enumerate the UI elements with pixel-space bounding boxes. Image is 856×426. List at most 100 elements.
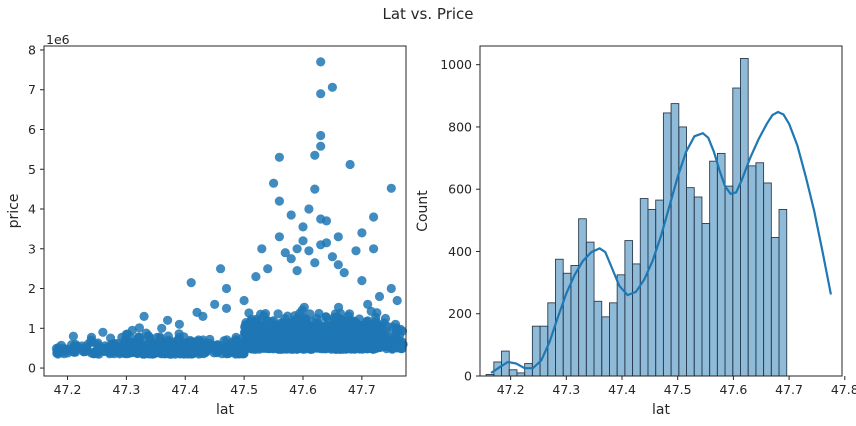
scatter-point	[68, 331, 78, 341]
x-tick-label: 47.2	[54, 382, 82, 397]
scatter-point	[310, 184, 320, 194]
scatter-point	[316, 130, 326, 141]
scatter-point	[390, 340, 400, 350]
scatter-point	[257, 244, 267, 254]
scatter-point	[339, 268, 349, 278]
scatter-point	[316, 57, 326, 67]
scatter-point	[221, 303, 232, 313]
scatter-point	[174, 319, 184, 329]
scatter-point	[316, 141, 326, 151]
scatter-point	[274, 152, 284, 162]
scatter-point	[297, 305, 307, 315]
scatter-points	[51, 57, 408, 359]
scatter-point	[89, 349, 99, 359]
histogram-bar	[763, 182, 772, 377]
histogram-bar	[547, 302, 556, 377]
scatter-point	[287, 337, 297, 348]
scatter-point	[375, 322, 385, 332]
histogram-bar	[655, 199, 664, 377]
scatter-point	[121, 329, 131, 339]
histogram-bar	[701, 222, 711, 377]
histogram-bar	[601, 316, 610, 377]
histogram-bar	[647, 208, 657, 377]
scatter-point	[321, 312, 331, 322]
scatter-point	[338, 315, 348, 326]
y-tick-label: 800	[448, 119, 472, 134]
scatter-point	[86, 335, 96, 345]
x-tick-label: 47.8	[831, 382, 856, 397]
scatter-point	[236, 341, 246, 351]
histogram-bar	[524, 363, 533, 377]
y-tick-label: 1	[28, 321, 36, 336]
histogram-bar	[686, 187, 695, 377]
scatter-point	[134, 323, 144, 333]
scatter-point	[210, 299, 220, 309]
histogram-y-axis-label: Count	[415, 190, 431, 232]
scatter-point	[333, 260, 343, 270]
scatter-point	[392, 295, 402, 306]
scatter-point	[333, 232, 343, 242]
kde-curve	[490, 110, 832, 374]
scatter-point	[186, 278, 196, 288]
histogram-bar	[770, 237, 780, 377]
scatter-point	[369, 212, 379, 222]
histogram-y-ticks: 0 200 400 600 800 1000	[440, 57, 480, 384]
scatter-point	[157, 323, 167, 333]
scatter-point	[274, 196, 284, 206]
y-tick-label: 3	[28, 241, 36, 256]
scatter-point	[98, 327, 108, 337]
scatter-point	[210, 342, 220, 353]
scatter-point	[56, 340, 66, 350]
scatter-point	[273, 309, 283, 319]
scatter-point	[321, 216, 332, 226]
scatter-point	[371, 312, 381, 322]
scatter-point	[124, 344, 134, 354]
scatter-point	[327, 252, 337, 262]
scatter-point	[391, 333, 401, 343]
histogram-bar	[578, 218, 587, 377]
scatter-point	[329, 320, 339, 330]
scatter-point	[292, 266, 302, 276]
scatter-point	[283, 311, 293, 321]
scatter-point	[363, 299, 373, 309]
scatter-point	[357, 228, 367, 238]
figure-title: Lat vs. Price	[382, 5, 473, 23]
histogram-bar	[747, 165, 757, 377]
histogram-bar	[609, 302, 618, 377]
scatter-point	[237, 333, 247, 343]
y-tick-label: 1000	[440, 57, 472, 72]
histogram-x-axis-label: lat	[652, 402, 670, 418]
scatter-offset-label: 1e6	[46, 32, 70, 47]
x-tick-label: 47.4	[171, 382, 199, 397]
scatter-x-axis-label: lat	[216, 402, 234, 418]
y-tick-label: 5	[28, 162, 36, 177]
histogram-axes: 47.2 47.3 47.4 47.5 47.6 47.7 47.8 0 200 400 600 8…	[415, 45, 856, 418]
histogram-bar	[585, 241, 595, 377]
scatter-point	[261, 343, 271, 353]
scatter-point	[386, 183, 396, 193]
y-tick-label: 2	[28, 281, 36, 296]
scatter-point	[99, 346, 110, 356]
histogram-frame	[479, 45, 843, 377]
scatter-point	[241, 318, 251, 328]
y-tick-label: 0	[464, 369, 472, 384]
scatter-point	[298, 236, 308, 246]
histogram-bar	[740, 58, 749, 377]
scatter-frame	[43, 45, 407, 377]
scatter-point	[357, 276, 367, 286]
scatter-point	[374, 291, 385, 302]
scatter-point	[137, 336, 147, 346]
x-tick-label: 47.5	[664, 382, 692, 397]
x-tick-label: 47.2	[497, 382, 525, 397]
histogram-x-ticks: 47.2 47.3 47.4 47.5 47.6 47.7 47.8	[497, 376, 856, 397]
scatter-point	[269, 178, 279, 188]
x-tick-label: 47.6	[289, 382, 317, 397]
x-tick-label: 47.3	[552, 382, 580, 397]
scatter-point	[274, 232, 284, 242]
scatter-point	[334, 302, 344, 312]
x-tick-label: 47.7	[348, 382, 376, 397]
y-tick-label: 8	[28, 42, 36, 57]
scatter-axes: 47.2 47.3 47.4 47.5 47.6 47.7 0 1 2 3 4 5 6 7 8 1e6 l…	[6, 32, 408, 418]
scatter-point	[364, 324, 374, 334]
scatter-point	[316, 240, 326, 250]
